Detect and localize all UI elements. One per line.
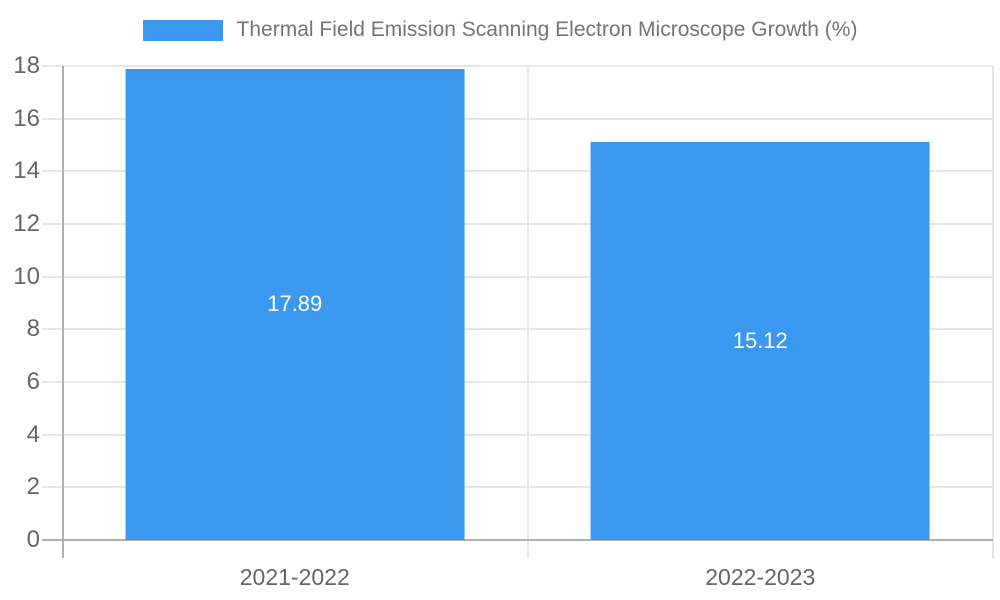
y-axis-tick-label: 6 (26, 367, 40, 395)
category-boundary-line (992, 66, 994, 558)
bar[interactable]: 17.89 (125, 68, 465, 540)
y-axis-tick-label: 4 (26, 420, 40, 448)
y-gridline (42, 380, 993, 383)
bar-value-label: 17.89 (267, 291, 323, 317)
legend-label: Thermal Field Emission Scanning Electron… (236, 18, 858, 41)
y-gridline (42, 486, 993, 489)
y-axis-tick-label: 18 (13, 52, 40, 79)
y-gridline (42, 222, 993, 225)
bar[interactable]: 15.12 (590, 141, 930, 540)
category-boundary-line (526, 66, 529, 558)
y-axis-tick-label: 10 (13, 262, 40, 290)
legend-item[interactable]: Thermal Field Emission Scanning Electron… (142, 18, 858, 42)
y-axis-tick-label: 8 (26, 315, 40, 343)
bar-value-label: 15.12 (732, 327, 788, 353)
y-gridline (42, 433, 993, 436)
y-axis-tick-label: 12 (13, 209, 40, 237)
y-axis-line (62, 66, 64, 558)
y-axis-tick-label: 0 (26, 526, 40, 553)
legend: Thermal Field Emission Scanning Electron… (0, 18, 1000, 42)
plot-area: 0 2 4 6 8 10 12 14 16 18 17.89 2021-2022 15.12 2022-2… (13, 52, 994, 590)
y-axis-tick-label: 16 (13, 104, 40, 132)
y-gridline (42, 65, 993, 67)
legend-swatch-icon (142, 19, 223, 41)
y-gridline (42, 275, 993, 278)
y-axis-tick-label: 2 (26, 473, 40, 501)
y-axis-tick-label: 14 (13, 157, 40, 185)
x-axis-tick-label: 2022-2023 (705, 564, 816, 590)
x-axis-line (42, 539, 993, 541)
x-axis-tick-label: 2021-2022 (239, 564, 350, 590)
y-gridline (42, 117, 993, 120)
y-gridline (42, 328, 993, 331)
y-gridline (42, 170, 993, 173)
